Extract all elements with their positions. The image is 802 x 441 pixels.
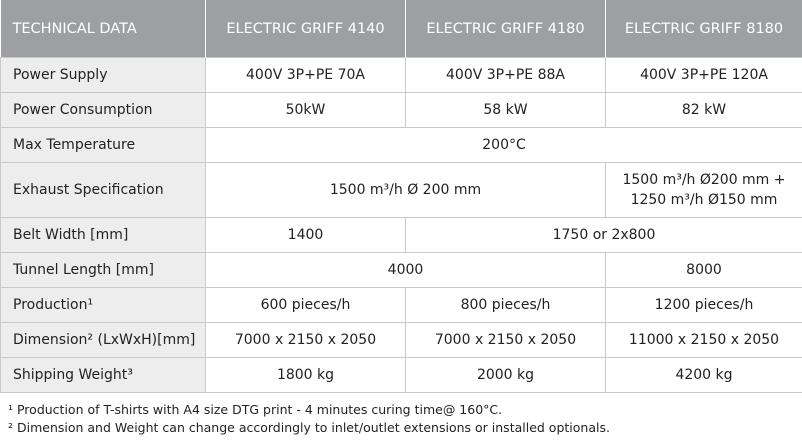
header-cell: TECHNICAL DATA [0, 0, 206, 58]
row: Power Supply 400V 3P+PE 70A 400V 3P+PE 8… [0, 57, 802, 93]
spec-table: TECHNICAL DATA ELECTRIC GRIFF 4140 ELECT… [0, 0, 802, 393]
footnote: ² Dimension and Weight can change accord… [8, 420, 610, 435]
header-cell: ELECTRIC GRIFF 4180 [405, 0, 606, 58]
header-cell: ELECTRIC GRIFF 4140 [205, 0, 406, 58]
row: Tunnel Length [mm] 4000 8000 [0, 252, 802, 288]
cell: 1800 kg [205, 357, 406, 393]
cell: 400V 3P+PE 88A [405, 57, 606, 93]
row-label: Power Supply [0, 57, 206, 93]
row: Dimension² (LxWxH)[mm] 7000 x 2150 x 205… [0, 322, 802, 358]
header-cell: ELECTRIC GRIFF 8180 [605, 0, 802, 58]
cell: 4200 kg [605, 357, 802, 393]
row-label: Dimension² (LxWxH)[mm] [0, 322, 206, 358]
row-label: Max Temperature [0, 127, 206, 163]
cell: 400V 3P+PE 70A [205, 57, 406, 93]
cell-line: 1500 m³/h Ø200 mm + [622, 172, 786, 188]
cell-line: 1250 m³/h Ø150 mm [630, 192, 778, 208]
cell: 1500 m³/h Ø200 mm + 1250 m³/h Ø150 mm [605, 162, 802, 218]
row-label: Power Consumption [0, 92, 206, 128]
cell: 58 kW [405, 92, 606, 128]
row-label: Exhaust Specification [0, 162, 206, 218]
cell: 200°C [205, 127, 802, 163]
cell: 800 pieces/h [405, 287, 606, 323]
cell: 1400 [205, 217, 406, 253]
row: Production¹ 600 pieces/h 800 pieces/h 12… [0, 287, 802, 323]
footnote: ¹ Production of T-shirts with A4 size DT… [8, 402, 503, 417]
cell: 7000 x 2150 x 2050 [405, 322, 606, 358]
cell: 1200 pieces/h [605, 287, 802, 323]
cell: 2000 kg [405, 357, 606, 393]
row: Belt Width [mm] 1400 1750 or 2x800 [0, 217, 802, 253]
row: Shipping Weight³ 1800 kg 2000 kg 4200 kg [0, 357, 802, 393]
cell: 11000 x 2150 x 2050 [605, 322, 802, 358]
cell: 50kW [205, 92, 406, 128]
cell: 400V 3P+PE 120A [605, 57, 802, 93]
row: Power Consumption 50kW 58 kW 82 kW [0, 92, 802, 128]
cell: 600 pieces/h [205, 287, 406, 323]
footnotes: ¹ Production of T-shirts with A4 size DT… [0, 393, 802, 437]
row: Max Temperature 200°C [0, 127, 802, 163]
row-label: Tunnel Length [mm] [0, 252, 206, 288]
row-label: Production¹ [0, 287, 206, 323]
cell: 7000 x 2150 x 2050 [205, 322, 406, 358]
cell: 8000 [605, 252, 802, 288]
cell: 4000 [205, 252, 606, 288]
row: Exhaust Specification 1500 m³/h Ø 200 mm… [0, 162, 802, 218]
header-row: TECHNICAL DATA ELECTRIC GRIFF 4140 ELECT… [0, 0, 802, 58]
cell: 82 kW [605, 92, 802, 128]
row-label: Belt Width [mm] [0, 217, 206, 253]
cell: 1750 or 2x800 [405, 217, 802, 253]
row-label: Shipping Weight³ [0, 357, 206, 393]
cell: 1500 m³/h Ø 200 mm [205, 162, 606, 218]
